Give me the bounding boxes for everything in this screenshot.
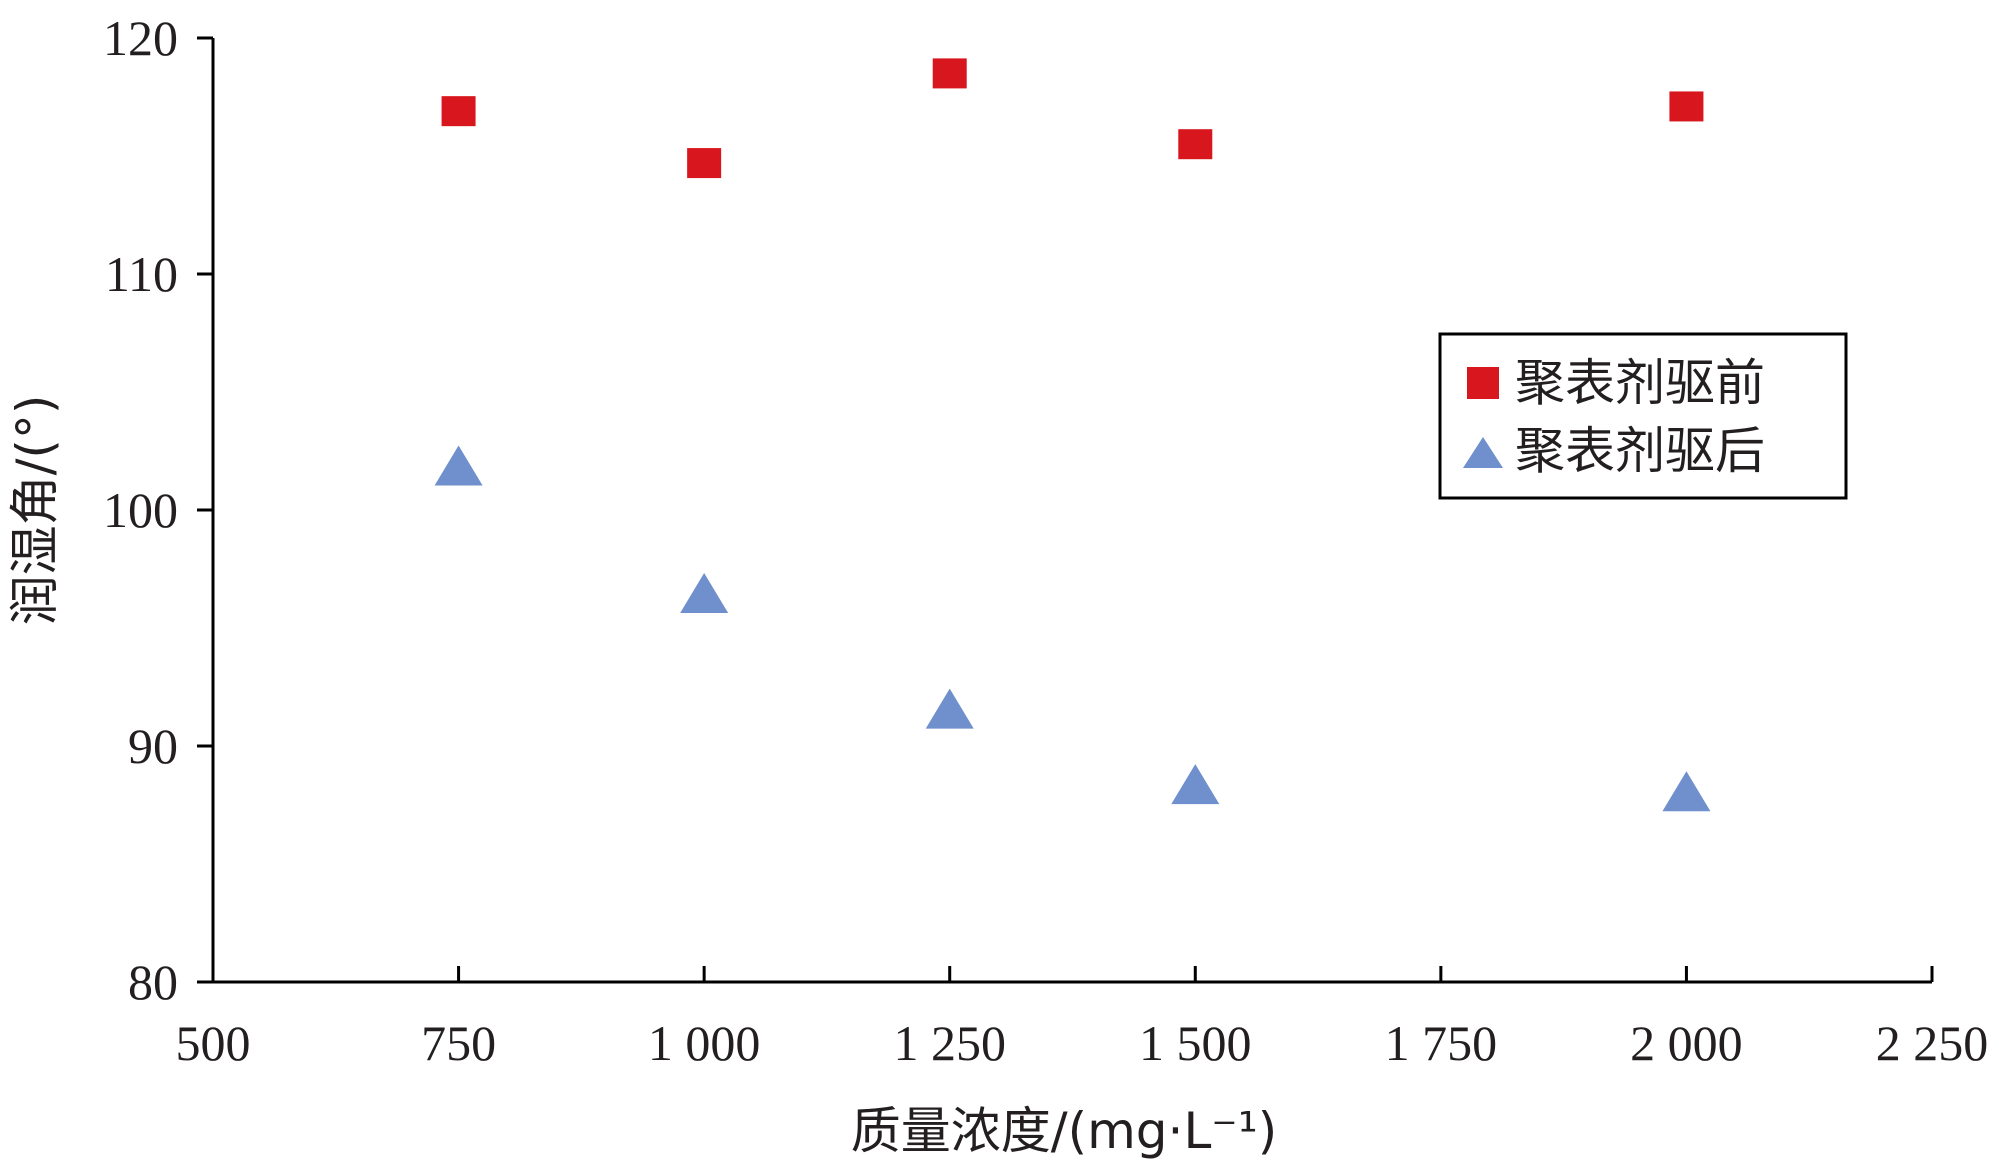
square-point [687, 148, 722, 179]
square-point [932, 58, 967, 89]
y-tick-label: 80 [128, 954, 178, 1010]
square-point [441, 96, 476, 127]
square-point [1669, 91, 1704, 122]
x-tick-label: 1 500 [1139, 1015, 1252, 1071]
y-tick-label: 120 [103, 10, 178, 66]
axes [211, 38, 1932, 984]
triangle-point [925, 688, 974, 729]
triangle-point [1662, 771, 1711, 812]
legend-box [1438, 332, 1848, 500]
x-axis-title: 质量浓度/(mg·L⁻¹) [851, 1102, 1278, 1160]
x-axis-ticks: 500 750 1 000 1 250 1 500 1 750 2 000 2 250 [176, 966, 1989, 1071]
x-tick-label: 1 000 [648, 1015, 761, 1071]
y-axis-title: 润湿角/(°) [6, 395, 64, 626]
legend: 聚表剂驱前 聚表剂驱后 [1438, 332, 1848, 500]
y-tick-label: 90 [128, 718, 178, 774]
x-tick-label: 500 [176, 1015, 251, 1071]
data-points [434, 58, 1711, 812]
x-tick-label: 1 250 [893, 1015, 1006, 1071]
x-tick-label: 2 250 [1876, 1015, 1989, 1071]
y-tick-label: 100 [103, 482, 178, 538]
x-tick-label: 750 [421, 1015, 496, 1071]
triangle-point [434, 445, 483, 486]
triangle-point [680, 572, 729, 613]
x-tick-label: 2 000 [1630, 1015, 1743, 1071]
legend-label-after: 聚表剂驱后 [1515, 422, 1765, 480]
legend-label-before: 聚表剂驱前 [1515, 354, 1765, 412]
y-tick-label: 110 [105, 246, 178, 302]
legend-square-marker [1467, 367, 1499, 399]
y-axis-ticks: 80 90 100 110 120 [103, 10, 213, 1010]
x-tick-label: 1 750 [1385, 1015, 1498, 1071]
legend-triangle-marker [1463, 437, 1503, 468]
triangle-point [1171, 764, 1220, 805]
square-point [1178, 129, 1213, 160]
